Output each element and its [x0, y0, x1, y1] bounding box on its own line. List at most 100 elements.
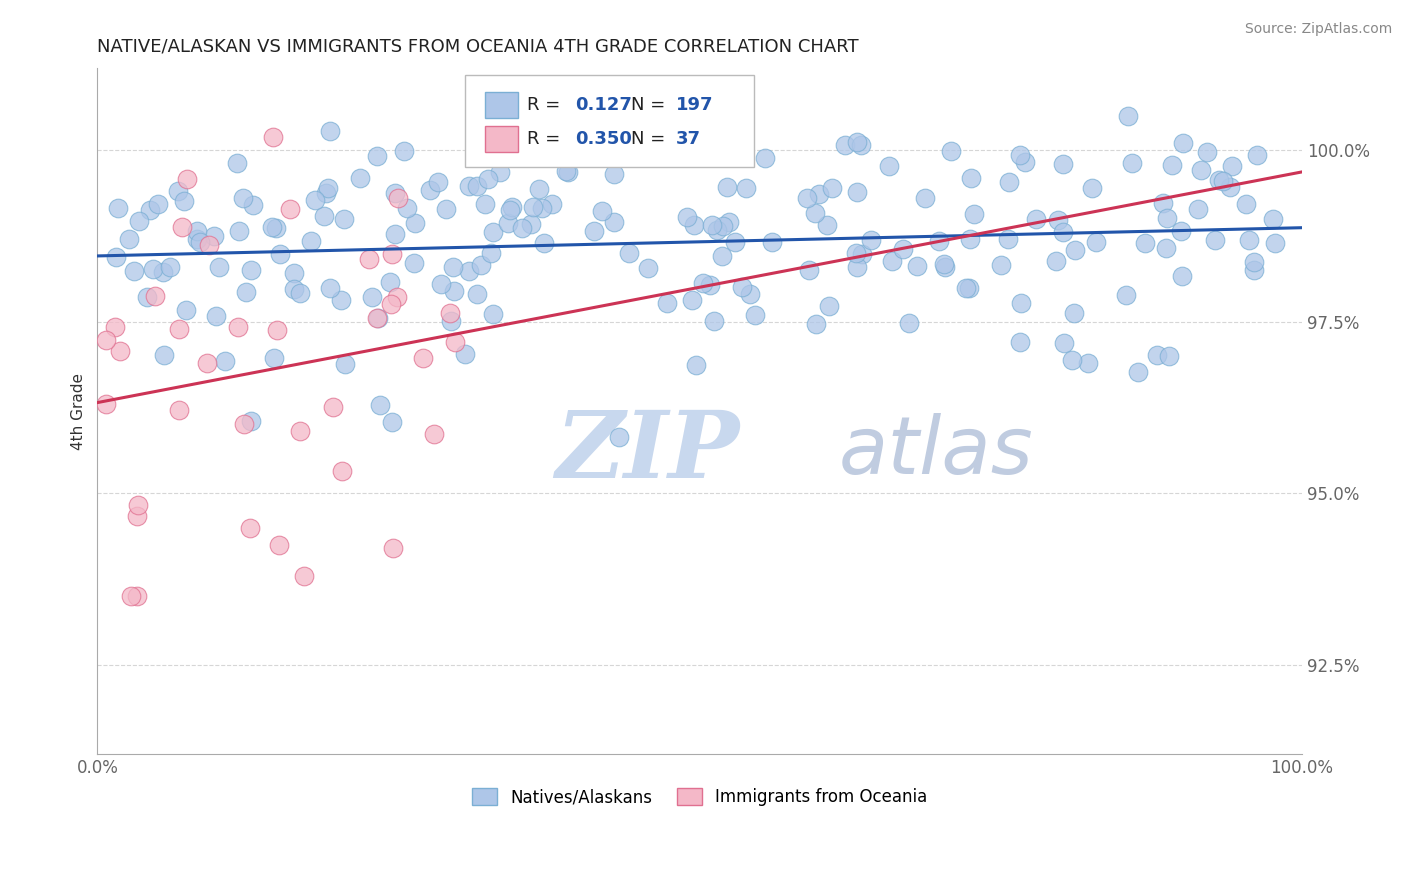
- Point: [262, 129, 284, 144]
- Point: [681, 293, 703, 308]
- Point: [278, 202, 301, 216]
- Point: [444, 334, 467, 349]
- Point: [1204, 233, 1226, 247]
- Point: [316, 180, 339, 194]
- Point: [754, 151, 776, 165]
- Point: [152, 265, 174, 279]
- Point: [269, 246, 291, 260]
- Point: [139, 202, 162, 217]
- Point: [146, 196, 169, 211]
- Point: [482, 225, 505, 239]
- Point: [1189, 162, 1212, 177]
- Point: [1135, 235, 1157, 250]
- Point: [1170, 224, 1192, 238]
- Text: ZIP: ZIP: [555, 408, 740, 497]
- Point: [1064, 243, 1087, 257]
- Point: [959, 171, 981, 186]
- Point: [555, 164, 578, 178]
- Point: [1243, 262, 1265, 277]
- Point: [457, 264, 479, 278]
- Point: [530, 201, 553, 215]
- Point: [232, 417, 254, 432]
- Point: [422, 426, 444, 441]
- Point: [609, 430, 631, 444]
- FancyBboxPatch shape: [485, 127, 517, 153]
- Point: [808, 187, 831, 202]
- Point: [479, 245, 502, 260]
- Point: [582, 224, 605, 238]
- Text: NATIVE/ALASKAN VS IMMIGRANTS FROM OCEANIA 4TH GRADE CORRELATION CHART: NATIVE/ALASKAN VS IMMIGRANTS FROM OCEANI…: [97, 37, 859, 55]
- Point: [366, 310, 388, 325]
- Point: [384, 227, 406, 241]
- Point: [349, 171, 371, 186]
- Point: [602, 215, 624, 229]
- Point: [685, 358, 707, 372]
- Point: [127, 499, 149, 513]
- Point: [290, 424, 312, 438]
- Point: [1121, 156, 1143, 170]
- Text: N =: N =: [631, 96, 671, 114]
- Point: [796, 190, 818, 204]
- Point: [501, 200, 523, 214]
- Point: [172, 220, 194, 235]
- Point: [1154, 241, 1177, 255]
- Point: [404, 216, 426, 230]
- Point: [676, 211, 699, 225]
- Point: [957, 281, 980, 295]
- Point: [692, 276, 714, 290]
- Point: [603, 167, 626, 181]
- Point: [818, 299, 841, 313]
- Point: [443, 284, 465, 298]
- Point: [188, 235, 211, 249]
- Point: [378, 275, 401, 289]
- Point: [467, 178, 489, 193]
- Point: [905, 259, 928, 273]
- Point: [263, 351, 285, 365]
- Point: [283, 282, 305, 296]
- Text: N =: N =: [631, 130, 671, 148]
- Point: [533, 236, 555, 251]
- Point: [381, 247, 404, 261]
- Point: [834, 137, 856, 152]
- Point: [434, 202, 457, 216]
- Point: [540, 197, 562, 211]
- Point: [288, 285, 311, 300]
- Point: [267, 538, 290, 552]
- Point: [557, 165, 579, 179]
- Point: [1146, 348, 1168, 362]
- Point: [891, 242, 914, 256]
- Point: [333, 357, 356, 371]
- Point: [318, 281, 340, 295]
- Point: [312, 209, 335, 223]
- FancyBboxPatch shape: [485, 92, 517, 118]
- Point: [716, 179, 738, 194]
- Point: [107, 201, 129, 215]
- Point: [928, 234, 950, 248]
- Point: [489, 165, 512, 179]
- Point: [368, 398, 391, 412]
- Point: [264, 221, 287, 235]
- Point: [1047, 213, 1070, 227]
- Point: [329, 293, 352, 308]
- Point: [702, 219, 724, 233]
- Point: [228, 224, 250, 238]
- Point: [260, 219, 283, 234]
- FancyBboxPatch shape: [465, 75, 754, 168]
- Point: [591, 204, 613, 219]
- Text: R =: R =: [527, 130, 567, 148]
- Point: [195, 355, 218, 369]
- Text: R =: R =: [527, 96, 567, 114]
- Point: [232, 191, 254, 205]
- Point: [1170, 268, 1192, 283]
- Point: [360, 290, 382, 304]
- Point: [402, 256, 425, 270]
- Point: [510, 220, 533, 235]
- Point: [381, 415, 404, 429]
- Point: [519, 217, 541, 231]
- Point: [703, 314, 725, 328]
- Point: [120, 589, 142, 603]
- Point: [617, 245, 640, 260]
- Point: [914, 191, 936, 205]
- Point: [235, 285, 257, 300]
- Point: [299, 234, 322, 248]
